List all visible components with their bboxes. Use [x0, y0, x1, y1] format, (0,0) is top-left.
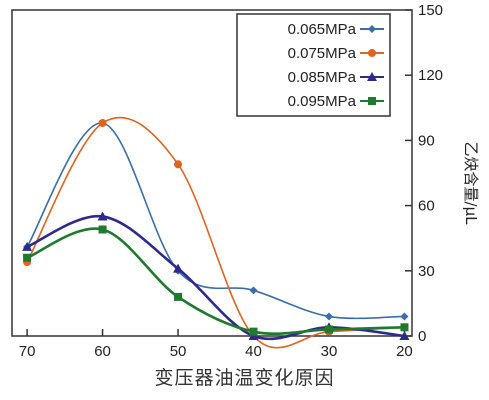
legend: 0.065MPa 0.075MPa 0.085MPa 0.095MPa — [236, 13, 391, 117]
data-point — [399, 331, 410, 340]
legend-swatch — [360, 72, 384, 81]
data-point — [173, 263, 184, 273]
y-tick-label: 120 — [418, 67, 443, 84]
legend-box — [236, 13, 391, 117]
data-point — [98, 119, 107, 128]
x-axis: 70 60 50 40 30 20 — [19, 329, 413, 360]
y-tick-label: 90 — [418, 132, 435, 149]
x-tick-label: 60 — [94, 343, 111, 360]
series-3 — [23, 225, 409, 336]
x-tick-label: 50 — [170, 343, 187, 360]
data-point — [23, 253, 32, 262]
y-tick-label: 30 — [418, 263, 435, 280]
data-point — [174, 160, 183, 169]
legend-label: 0.065MPa — [288, 21, 357, 38]
caption: 变压器油温变化原因 — [154, 367, 335, 389]
y-tick-label: 60 — [418, 198, 435, 215]
series-line — [26, 116, 405, 349]
legend-marker — [368, 25, 376, 33]
data-point — [400, 312, 409, 321]
data-point — [324, 312, 333, 321]
data-point — [324, 325, 333, 334]
x-tick-label: 70 — [19, 343, 36, 360]
series-1 — [23, 116, 409, 349]
x-tick-label: 40 — [245, 343, 262, 360]
legend-swatch — [360, 25, 384, 33]
plot-border — [11, 9, 413, 337]
x-tick-label: 30 — [321, 343, 338, 360]
legend-marker — [368, 49, 376, 57]
data-point — [400, 323, 409, 332]
data-point — [174, 292, 183, 301]
data-point — [22, 241, 33, 251]
series-line — [26, 215, 405, 341]
data-point — [249, 327, 258, 336]
series-layer — [22, 116, 410, 349]
legend-marker — [367, 72, 377, 81]
y-tick-label: 150 — [418, 2, 443, 19]
plot-frame — [11, 9, 413, 337]
legend-swatch — [360, 49, 384, 57]
data-point — [98, 225, 107, 234]
legend-label: 0.085MPa — [288, 69, 357, 86]
data-point — [97, 211, 108, 221]
x-tick-label: 20 — [396, 343, 413, 360]
legend-swatch — [360, 97, 384, 105]
y-axis-label: 乙炔含量/μL — [462, 142, 480, 226]
legend-label: 0.095MPa — [288, 93, 357, 110]
legend-label: 0.075MPa — [288, 45, 357, 62]
y-axis: 0 30 60 90 120 150 — [405, 2, 443, 345]
legend-marker — [368, 97, 376, 105]
y-tick-label: 0 — [418, 328, 426, 345]
series-line — [26, 122, 405, 320]
data-point — [249, 286, 258, 295]
